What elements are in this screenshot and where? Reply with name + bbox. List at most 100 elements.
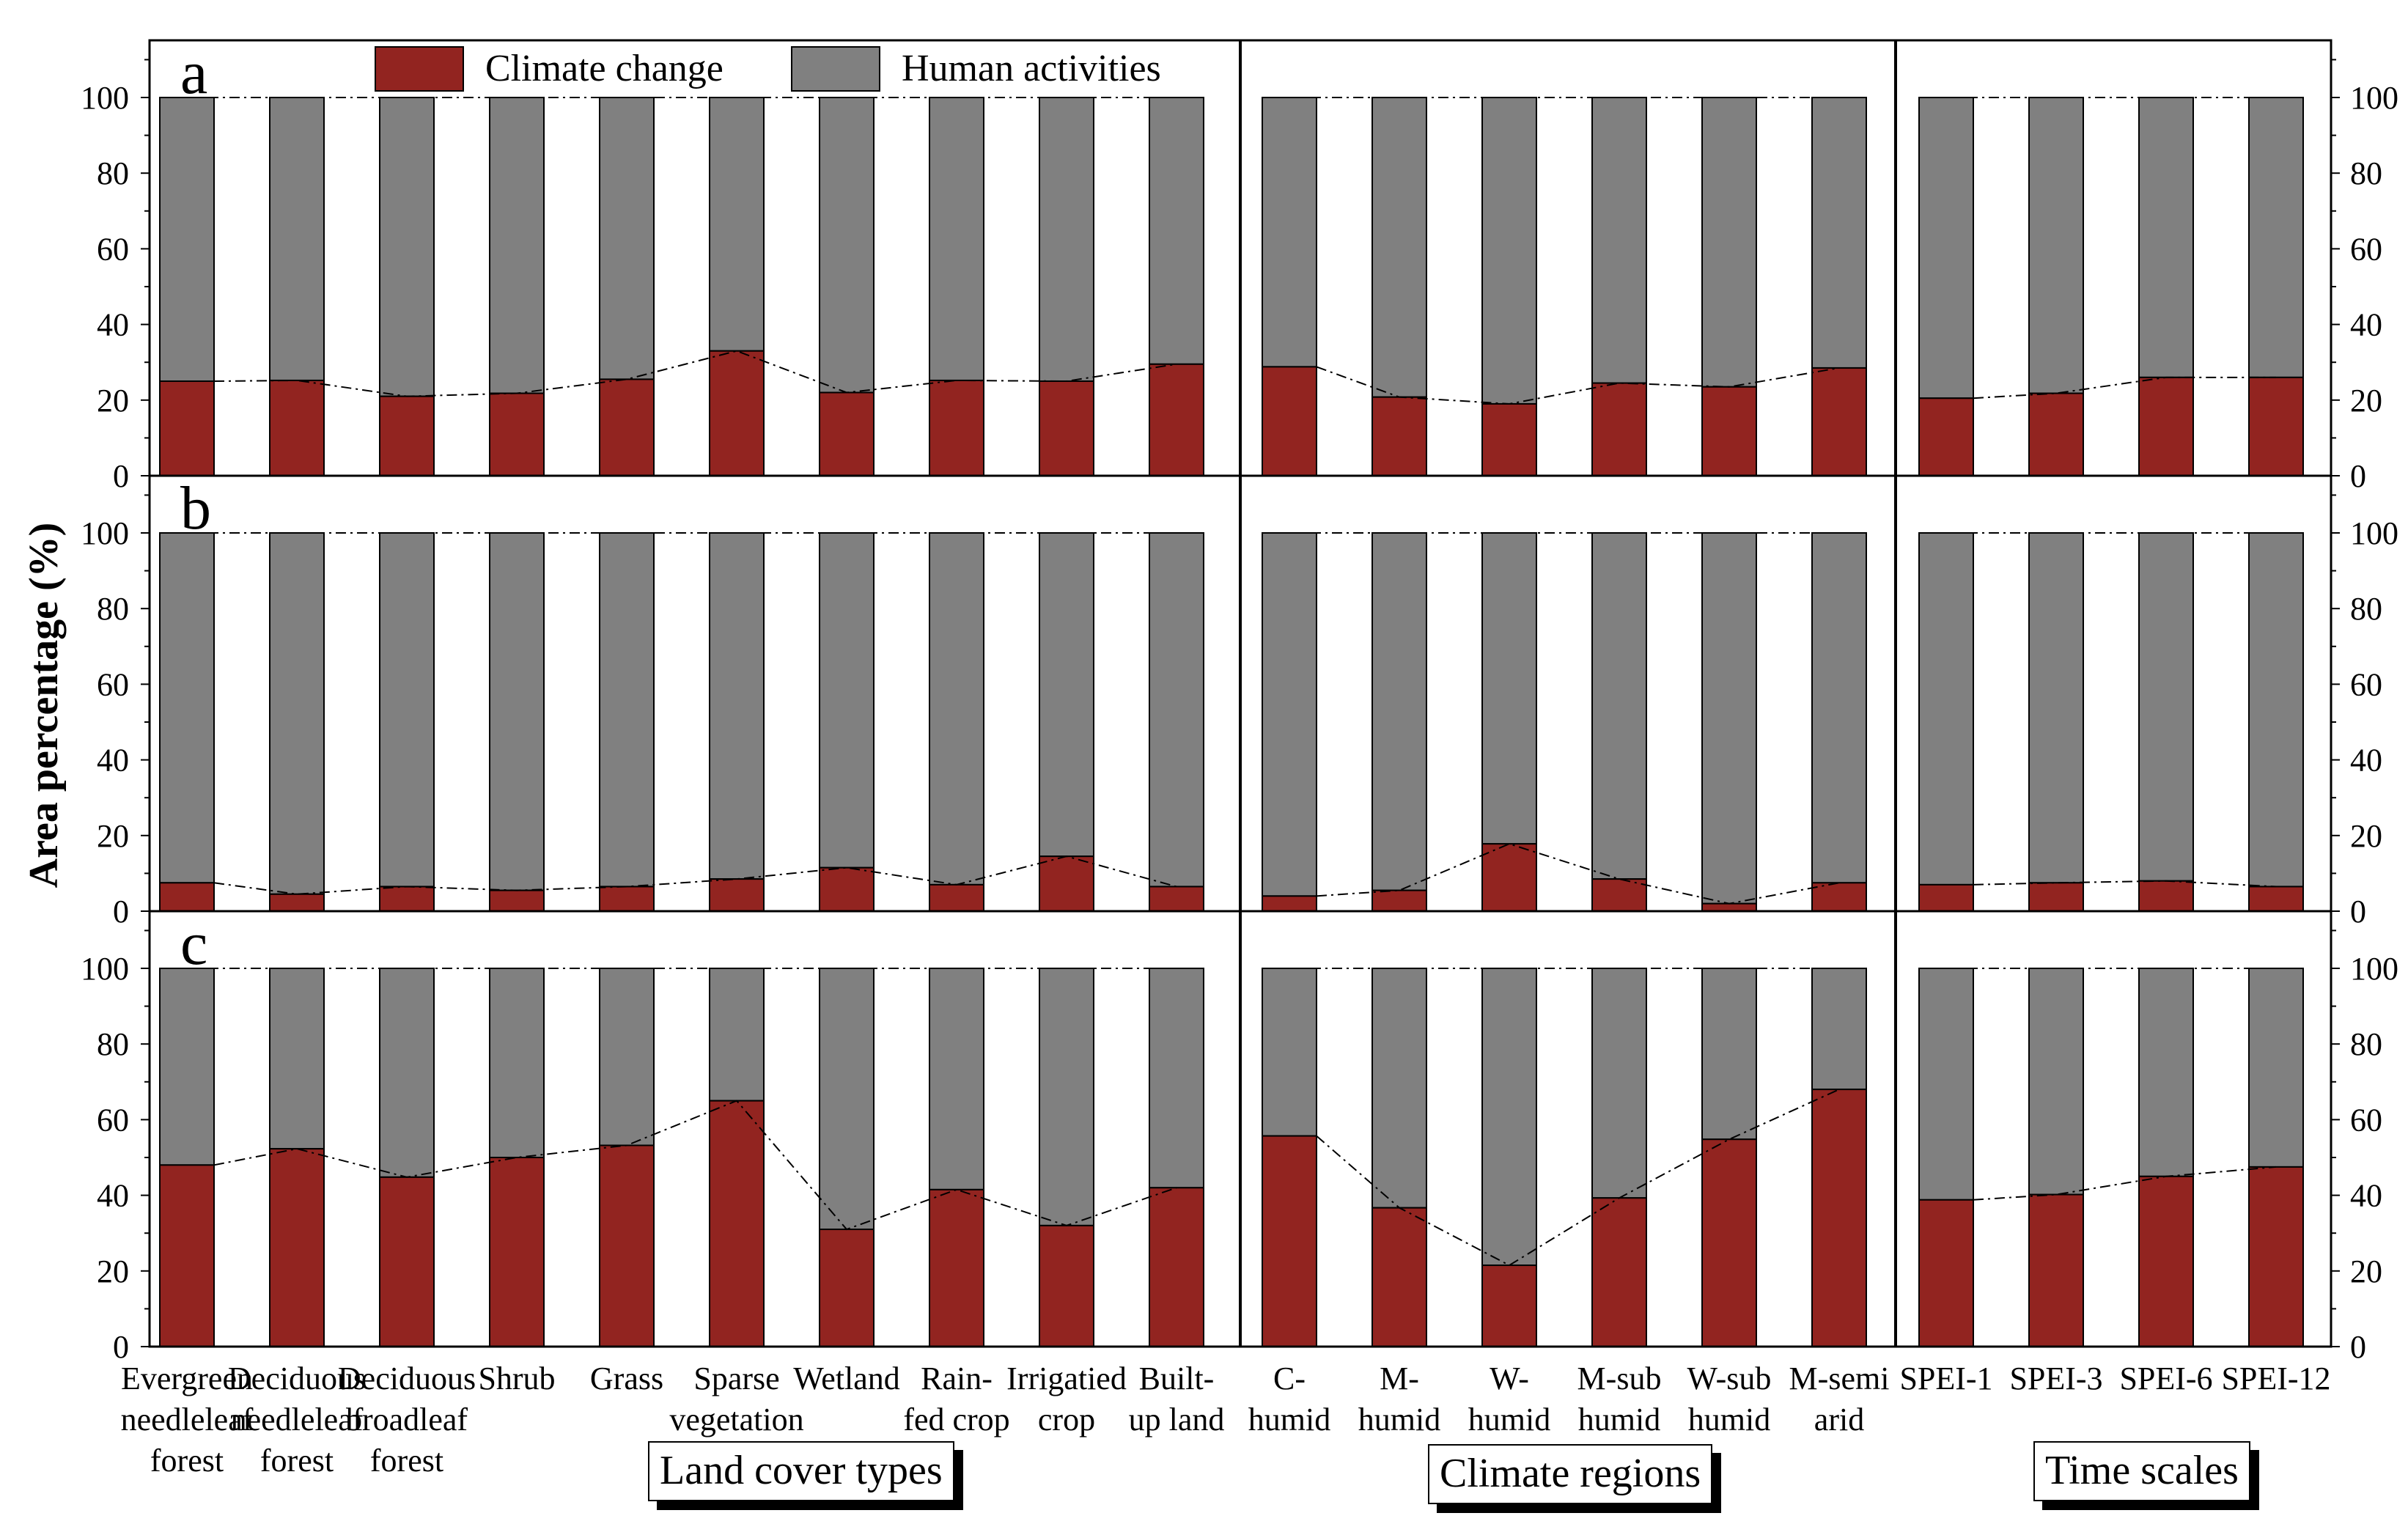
x-category-label: W-humid bbox=[1468, 1361, 1550, 1438]
bar-human-activities bbox=[1918, 968, 1974, 1201]
x-category-label-line: humid bbox=[1248, 1402, 1330, 1438]
x-category-label-line: SPEI-3 bbox=[2009, 1361, 2102, 1396]
bar-climate-change bbox=[2138, 880, 2194, 912]
x-category-label: Deciduous needleleaf forest bbox=[228, 1361, 366, 1479]
bar-human-activities bbox=[1262, 97, 1317, 368]
panel-letter: b bbox=[180, 474, 211, 542]
x-category-label-line: needleleaf bbox=[121, 1402, 254, 1438]
x-category-label: SPEI-1 bbox=[1899, 1361, 1992, 1396]
climate-change-connector-line bbox=[1316, 1089, 1840, 1267]
bar-climate-change bbox=[489, 889, 545, 912]
bar-climate-change bbox=[269, 893, 325, 913]
right-y-tick-label: 0 bbox=[2350, 1329, 2366, 1365]
bar-human-activities bbox=[1039, 97, 1094, 382]
x-category-label: M-sub humid bbox=[1577, 1361, 1662, 1438]
bar-climate-change bbox=[1149, 1187, 1204, 1348]
x-category-label-line: humid bbox=[1578, 1402, 1660, 1438]
bar-human-activities bbox=[269, 968, 325, 1150]
y-axis-title: Area percentage (%) bbox=[21, 523, 67, 888]
bar-climate-change bbox=[2138, 1175, 2194, 1348]
bar-human-activities bbox=[2028, 532, 2084, 884]
x-category-label-line: M-sub bbox=[1577, 1361, 1662, 1396]
bar-human-activities bbox=[929, 97, 984, 381]
left-y-tick-label: 0 bbox=[113, 894, 129, 930]
x-category-label-line: Evergreen bbox=[121, 1361, 253, 1396]
bar-climate-change bbox=[1262, 366, 1317, 476]
left-y-tick-label: 20 bbox=[97, 818, 129, 854]
bar-human-activities bbox=[489, 97, 545, 394]
bar-climate-change bbox=[159, 882, 215, 913]
bar-human-activities bbox=[1039, 532, 1094, 858]
bar-climate-change bbox=[1701, 1138, 1757, 1348]
bar-climate-change bbox=[929, 379, 984, 477]
right-y-tick-label: 80 bbox=[2350, 155, 2382, 191]
bar-climate-change bbox=[1591, 382, 1647, 477]
climate-change-connector-line bbox=[1973, 1166, 2277, 1201]
bar-climate-change bbox=[929, 883, 984, 913]
right-y-tick-label: 20 bbox=[2350, 1254, 2382, 1289]
left-y-tick-label: 20 bbox=[97, 383, 129, 419]
bar-climate-change bbox=[269, 1148, 325, 1347]
right-y-tick-label: 80 bbox=[2350, 1026, 2382, 1062]
bar-climate-change bbox=[2248, 886, 2304, 912]
x-category-label-line: Built- bbox=[1139, 1361, 1215, 1396]
bar-human-activities bbox=[2248, 532, 2304, 888]
bar-human-activities bbox=[159, 968, 215, 1166]
bar-climate-change bbox=[1481, 1265, 1537, 1348]
bar-climate-change bbox=[379, 1176, 435, 1348]
bar-human-activities bbox=[709, 532, 765, 880]
left-y-tick-label: 80 bbox=[97, 591, 129, 627]
bar-climate-change bbox=[379, 395, 435, 477]
bar-climate-change bbox=[1371, 1207, 1427, 1348]
bar-human-activities bbox=[599, 968, 655, 1146]
x-category-label-line: C- bbox=[1273, 1361, 1306, 1396]
bar-human-activities bbox=[929, 968, 984, 1190]
bar-human-activities bbox=[269, 532, 325, 895]
bar-climate-change bbox=[1149, 363, 1204, 476]
bar-climate-change bbox=[709, 878, 765, 913]
bar-human-activities bbox=[1481, 968, 1537, 1267]
panel-letters-layer: a b c bbox=[180, 39, 211, 978]
right-y-tick-label: 0 bbox=[2350, 458, 2366, 494]
x-category-label: M-humid bbox=[1358, 1361, 1440, 1438]
x-category-label: SPEI-3 bbox=[2009, 1361, 2102, 1396]
bar-human-activities bbox=[599, 532, 655, 888]
bar-climate-change bbox=[379, 886, 435, 912]
x-category-label-line: SPEI-1 bbox=[1899, 1361, 1992, 1396]
bar-climate-change bbox=[269, 379, 325, 477]
left-y-tick-label: 60 bbox=[97, 1102, 129, 1138]
bar-human-activities bbox=[2138, 968, 2194, 1177]
left-y-tick-label: 100 bbox=[81, 951, 129, 987]
right-y-tick-label: 100 bbox=[2350, 951, 2398, 987]
bar-human-activities bbox=[379, 968, 435, 1178]
left-y-tick-label: 60 bbox=[97, 666, 129, 702]
bar-climate-change bbox=[1371, 889, 1427, 912]
left-y-tick-label: 60 bbox=[97, 231, 129, 267]
bar-climate-change bbox=[159, 380, 215, 476]
right-y-tick-label: 40 bbox=[2350, 743, 2382, 778]
bar-human-activities bbox=[2248, 968, 2304, 1168]
bar-climate-change bbox=[2248, 1166, 2304, 1348]
bar-human-activities bbox=[489, 968, 545, 1158]
left-y-tick-label: 100 bbox=[81, 515, 129, 551]
x-category-label-line: humid bbox=[1468, 1402, 1550, 1438]
axes-layer bbox=[141, 39, 2340, 1348]
bar-human-activities bbox=[1262, 968, 1317, 1137]
x-category-label: Deciduous broadleaf forest bbox=[338, 1361, 476, 1479]
left-y-tick-label: 40 bbox=[97, 307, 129, 343]
bar-climate-change bbox=[1262, 895, 1317, 912]
bar-human-activities bbox=[709, 968, 765, 1102]
legend-swatch-human-activities bbox=[791, 46, 880, 92]
bar-climate-change bbox=[1701, 386, 1757, 476]
x-category-label: W-sub humid bbox=[1687, 1361, 1772, 1438]
bar-climate-change bbox=[1701, 902, 1757, 913]
climate-change-connector-line bbox=[1973, 880, 2277, 888]
bar-human-activities bbox=[819, 968, 875, 1231]
bar-climate-change bbox=[599, 378, 655, 476]
bars-layer bbox=[159, 97, 2304, 1348]
right-y-tick-label: 100 bbox=[2350, 80, 2398, 116]
bar-human-activities bbox=[1701, 97, 1757, 388]
x-category-label: Wetland bbox=[793, 1361, 900, 1396]
x-category-label-line: Irrigatied bbox=[1006, 1361, 1127, 1396]
